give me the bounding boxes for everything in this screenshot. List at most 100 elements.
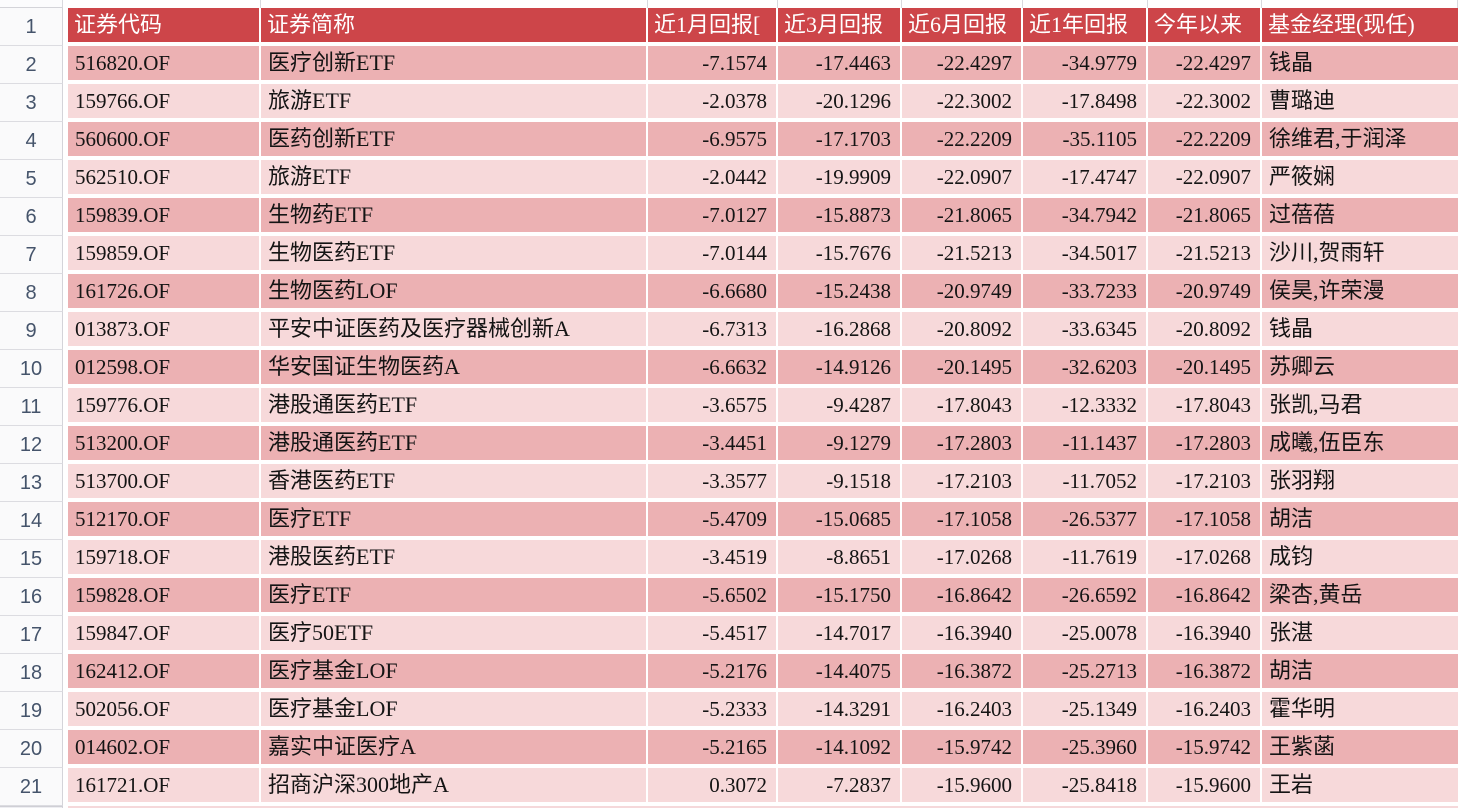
cell-code[interactable]: 159839.OF bbox=[68, 198, 261, 236]
cell-return-6m[interactable]: -22.4297 bbox=[902, 46, 1023, 84]
cell-name[interactable]: 旅游ETF bbox=[261, 84, 648, 122]
cell-return-1y[interactable]: -34.9779 bbox=[1023, 46, 1148, 84]
cell-name[interactable]: 香港医药ETF bbox=[261, 464, 648, 502]
cell-manager[interactable]: 苏卿云 bbox=[1262, 350, 1458, 388]
cell-ytd[interactable]: -16.3872 bbox=[1148, 654, 1262, 692]
cell-return-1y[interactable]: -33.6345 bbox=[1023, 312, 1148, 350]
cell-ytd[interactable]: -21.8065 bbox=[1148, 198, 1262, 236]
cell-return-3m[interactable]: -8.8651 bbox=[778, 540, 902, 578]
cell-code[interactable]: 159828.OF bbox=[68, 578, 261, 616]
cell-manager[interactable]: 沙川,贺雨轩 bbox=[1262, 236, 1458, 274]
cell-return-6m[interactable]: -22.3002 bbox=[902, 84, 1023, 122]
cell-code[interactable]: 159766.OF bbox=[68, 84, 261, 122]
cell-name[interactable]: 医疗基金LOF bbox=[261, 692, 648, 730]
cell-manager[interactable]: 梁杏,黄岳 bbox=[1262, 578, 1458, 616]
cell-code[interactable]: 161721.OF bbox=[68, 768, 261, 806]
cell-manager[interactable]: 张湛 bbox=[1262, 616, 1458, 654]
cell-name[interactable]: 生物药ETF bbox=[261, 198, 648, 236]
cell-return-3m[interactable]: -9.1279 bbox=[778, 426, 902, 464]
cell-return-1m[interactable]: -7.0144 bbox=[648, 236, 778, 274]
cell-return-1m[interactable]: -5.2333 bbox=[648, 692, 778, 730]
cell-return-1y[interactable]: -25.1349 bbox=[1023, 692, 1148, 730]
cell-return-1y[interactable]: -11.1437 bbox=[1023, 426, 1148, 464]
cell-return-1m[interactable]: -3.4451 bbox=[648, 426, 778, 464]
cell-return-1m[interactable]: -5.2176 bbox=[648, 654, 778, 692]
cell-code[interactable]: 162412.OF bbox=[68, 654, 261, 692]
cell-return-6m[interactable]: -15.9742 bbox=[902, 730, 1023, 768]
cell-return-1m[interactable]: -7.0127 bbox=[648, 198, 778, 236]
header-cell-name[interactable]: 证券简称 bbox=[261, 8, 648, 46]
cell-return-1y[interactable]: -12.3332 bbox=[1023, 388, 1148, 426]
cell-name[interactable]: 港股医药ETF bbox=[261, 540, 648, 578]
row-number[interactable]: 7 bbox=[0, 236, 63, 274]
cell-return-1y[interactable]: -17.8498 bbox=[1023, 84, 1148, 122]
row-number[interactable]: 1 bbox=[0, 8, 63, 46]
cell-ytd[interactable]: -16.3940 bbox=[1148, 616, 1262, 654]
cell-name[interactable]: 旅游ETF bbox=[261, 160, 648, 198]
cell-name[interactable]: 生物医药LOF bbox=[261, 274, 648, 312]
cell-return-3m[interactable]: -15.2438 bbox=[778, 274, 902, 312]
cell-code[interactable]: 159718.OF bbox=[68, 540, 261, 578]
cell-code[interactable]: 161726.OF bbox=[68, 274, 261, 312]
row-number[interactable]: 2 bbox=[0, 46, 63, 84]
cell-return-1m[interactable]: -2.0378 bbox=[648, 84, 778, 122]
cell-return-3m[interactable]: -15.0685 bbox=[778, 502, 902, 540]
row-number[interactable]: 5 bbox=[0, 160, 63, 198]
cell-ytd[interactable]: -22.2209 bbox=[1148, 122, 1262, 160]
header-cell-return-6m[interactable]: 近6月回报 bbox=[902, 8, 1023, 46]
cell-ytd[interactable]: -17.2103 bbox=[1148, 464, 1262, 502]
cell-return-6m[interactable]: -17.2103 bbox=[902, 464, 1023, 502]
cell-return-1m[interactable]: -5.6502 bbox=[648, 578, 778, 616]
cell-return-1y[interactable]: -25.2713 bbox=[1023, 654, 1148, 692]
cell-return-3m[interactable]: -9.4287 bbox=[778, 388, 902, 426]
cell-return-1m[interactable]: -3.6575 bbox=[648, 388, 778, 426]
row-number[interactable]: 14 bbox=[0, 502, 63, 540]
cell-return-1y[interactable]: -25.3960 bbox=[1023, 730, 1148, 768]
cell-return-6m[interactable]: -17.0268 bbox=[902, 540, 1023, 578]
cell-code[interactable]: 014602.OF bbox=[68, 730, 261, 768]
cell-return-6m[interactable]: -17.8043 bbox=[902, 388, 1023, 426]
cell-manager[interactable]: 钱晶 bbox=[1262, 46, 1458, 84]
cell-ytd[interactable]: -20.1495 bbox=[1148, 350, 1262, 388]
cell-code[interactable]: 013873.OF bbox=[68, 312, 261, 350]
cell-return-6m[interactable]: -15.9600 bbox=[902, 768, 1023, 806]
cell-return-3m[interactable]: -16.2868 bbox=[778, 312, 902, 350]
cell-ytd[interactable]: -21.5213 bbox=[1148, 236, 1262, 274]
cell-return-1y[interactable]: -34.7942 bbox=[1023, 198, 1148, 236]
cell-name[interactable]: 平安中证医药及医疗器械创新A bbox=[261, 312, 648, 350]
cell-name[interactable]: 医药创新ETF bbox=[261, 122, 648, 160]
cell-return-1m[interactable]: 0.3072 bbox=[648, 768, 778, 806]
cell-return-3m[interactable]: -15.8873 bbox=[778, 198, 902, 236]
cell-ytd[interactable]: -16.2403 bbox=[1148, 692, 1262, 730]
cell-ytd[interactable]: -17.0268 bbox=[1148, 540, 1262, 578]
cell-code[interactable]: 560600.OF bbox=[68, 122, 261, 160]
cell-ytd[interactable]: -15.9600 bbox=[1148, 768, 1262, 806]
row-number[interactable]: 3 bbox=[0, 84, 63, 122]
row-number[interactable]: 4 bbox=[0, 122, 63, 160]
header-cell-code[interactable]: 证券代码 bbox=[68, 8, 261, 46]
cell-manager[interactable]: 徐维君,于润泽 bbox=[1262, 122, 1458, 160]
cell-name[interactable]: 港股通医药ETF bbox=[261, 388, 648, 426]
cell-name[interactable]: 医疗50ETF bbox=[261, 616, 648, 654]
cell-code[interactable]: 513700.OF bbox=[68, 464, 261, 502]
cell-return-6m[interactable]: -20.9749 bbox=[902, 274, 1023, 312]
row-number[interactable]: 19 bbox=[0, 692, 63, 730]
cell-ytd[interactable]: -17.1058 bbox=[1148, 502, 1262, 540]
cell-return-1m[interactable]: -5.2165 bbox=[648, 730, 778, 768]
cell-ytd[interactable]: -17.2803 bbox=[1148, 426, 1262, 464]
cell-return-6m[interactable]: -17.1058 bbox=[902, 502, 1023, 540]
cell-ytd[interactable]: -22.4297 bbox=[1148, 46, 1262, 84]
cell-code[interactable]: 512170.OF bbox=[68, 502, 261, 540]
header-cell-manager[interactable]: 基金经理(现任) bbox=[1262, 8, 1458, 46]
header-cell-return-1m[interactable]: 近1月回报[ bbox=[648, 8, 778, 46]
row-number[interactable]: 16 bbox=[0, 578, 63, 616]
cell-return-6m[interactable]: -16.8642 bbox=[902, 578, 1023, 616]
cell-return-1y[interactable]: -26.6592 bbox=[1023, 578, 1148, 616]
cell-ytd[interactable]: -16.8642 bbox=[1148, 578, 1262, 616]
cell-return-1y[interactable]: -32.6203 bbox=[1023, 350, 1148, 388]
cell-return-1y[interactable]: -25.0078 bbox=[1023, 616, 1148, 654]
row-number[interactable]: 15 bbox=[0, 540, 63, 578]
cell-return-1m[interactable]: -5.4709 bbox=[648, 502, 778, 540]
cell-manager[interactable]: 胡洁 bbox=[1262, 502, 1458, 540]
cell-return-3m[interactable]: -15.7676 bbox=[778, 236, 902, 274]
